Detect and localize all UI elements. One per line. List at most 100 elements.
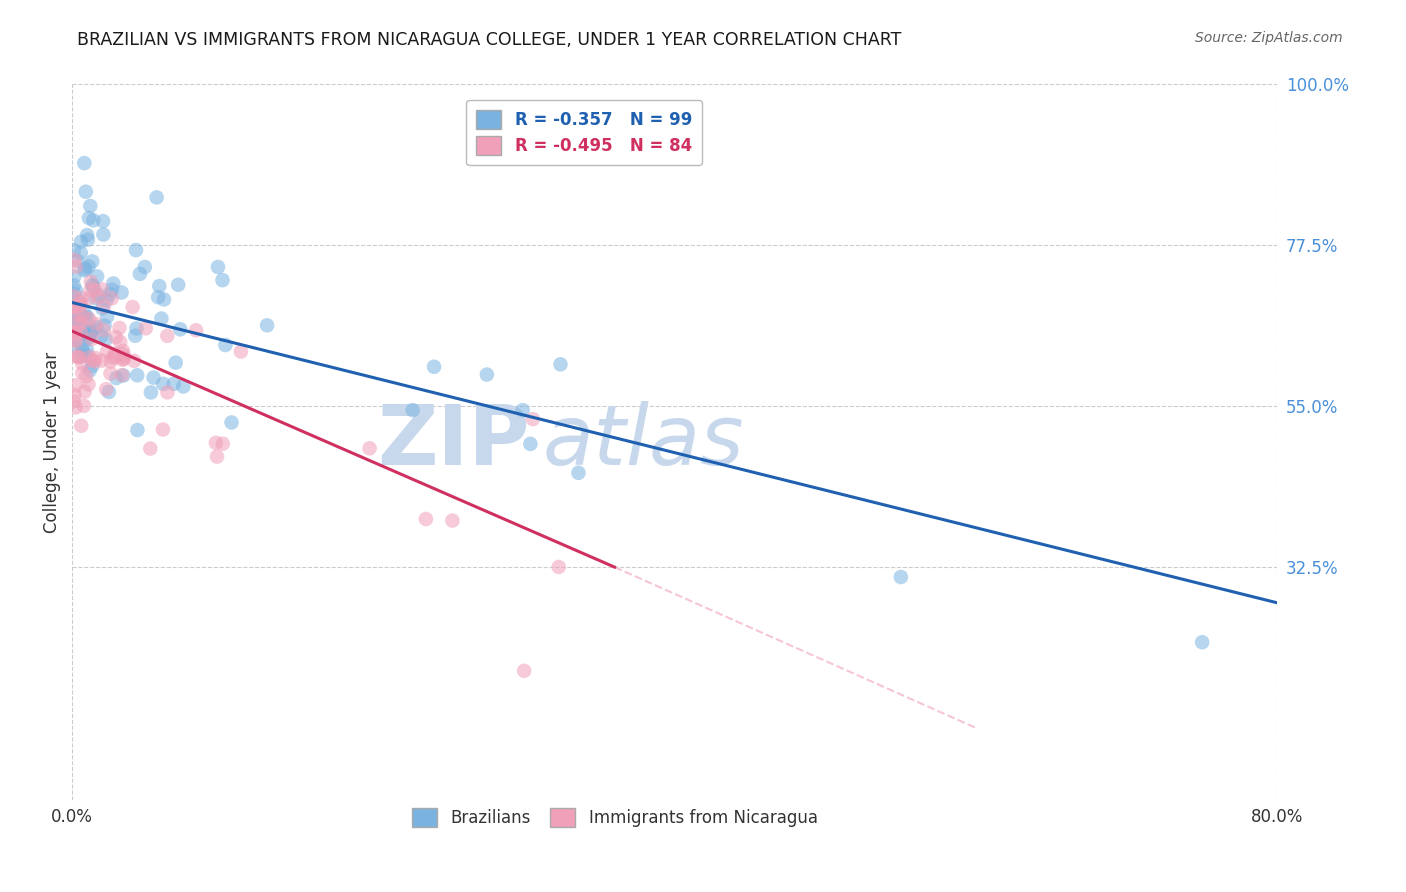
Point: [112, 347, 135, 361]
Point: [121, 300, 143, 314]
Point: [169, 322, 191, 336]
Point: [94, 332, 117, 346]
Point: [229, 344, 252, 359]
Point: [70, 339, 93, 353]
Point: [139, 385, 162, 400]
Point: [90, 329, 112, 343]
Point: [65, 307, 87, 321]
Point: [108, 321, 131, 335]
Point: [91, 353, 114, 368]
Point: [513, 664, 536, 678]
Point: [142, 370, 165, 384]
Point: [75, 261, 97, 276]
Point: [72, 366, 94, 380]
Point: [96, 382, 118, 396]
Point: [79, 363, 101, 377]
Point: [104, 350, 127, 364]
Point: [65, 350, 87, 364]
Point: [145, 190, 167, 204]
Point: [93, 300, 115, 314]
Point: [77, 211, 100, 225]
Point: [89, 288, 111, 302]
Point: [86, 269, 108, 284]
Point: [62, 278, 84, 293]
Point: [67, 294, 90, 309]
Point: [63, 325, 86, 339]
Point: [111, 368, 134, 383]
Point: [77, 291, 100, 305]
Point: [84, 317, 107, 331]
Point: [77, 377, 100, 392]
Point: [79, 329, 101, 343]
Point: [150, 311, 173, 326]
Point: [93, 323, 115, 337]
Point: [359, 442, 381, 456]
Point: [62, 394, 84, 409]
Point: [84, 291, 107, 305]
Point: [124, 328, 146, 343]
Point: [63, 300, 86, 314]
Point: [152, 423, 174, 437]
Point: [122, 354, 145, 368]
Point: [66, 253, 89, 268]
Point: [522, 412, 544, 426]
Point: [73, 326, 96, 341]
Point: [96, 310, 118, 324]
Point: [547, 560, 569, 574]
Point: [184, 323, 207, 337]
Point: [69, 299, 91, 313]
Point: [165, 356, 187, 370]
Point: [112, 350, 135, 364]
Point: [76, 343, 98, 357]
Point: [214, 338, 236, 352]
Point: [167, 277, 190, 292]
Point: [70, 418, 93, 433]
Point: [73, 156, 96, 170]
Point: [62, 300, 84, 314]
Point: [82, 279, 104, 293]
Point: [80, 332, 103, 346]
Point: [69, 318, 91, 332]
Point: [62, 289, 84, 303]
Point: [72, 309, 94, 323]
Point: [65, 334, 87, 349]
Point: [205, 435, 228, 450]
Point: [72, 357, 94, 371]
Point: [70, 235, 93, 249]
Point: [73, 263, 96, 277]
Point: [146, 290, 169, 304]
Point: [172, 379, 194, 393]
Point: [63, 388, 86, 402]
Point: [69, 246, 91, 260]
Point: [69, 326, 91, 340]
Point: [139, 442, 162, 456]
Point: [79, 324, 101, 338]
Point: [91, 214, 114, 228]
Point: [101, 291, 124, 305]
Point: [82, 359, 104, 373]
Point: [550, 357, 572, 371]
Point: [70, 316, 93, 330]
Point: [82, 278, 104, 293]
Y-axis label: College, Under 1 year: College, Under 1 year: [44, 351, 60, 533]
Point: [475, 368, 498, 382]
Point: [135, 321, 157, 335]
Point: [79, 325, 101, 339]
Point: [111, 343, 134, 358]
Point: [67, 333, 90, 347]
Point: [104, 330, 127, 344]
Point: [415, 512, 437, 526]
Point: [100, 367, 122, 381]
Point: [211, 273, 233, 287]
Point: [101, 283, 124, 297]
Point: [96, 293, 118, 307]
Point: [211, 436, 233, 450]
Point: [75, 185, 97, 199]
Point: [110, 285, 132, 300]
Point: [62, 341, 84, 355]
Point: [153, 293, 176, 307]
Point: [93, 318, 115, 333]
Point: [112, 352, 135, 367]
Point: [125, 243, 148, 257]
Point: [148, 279, 170, 293]
